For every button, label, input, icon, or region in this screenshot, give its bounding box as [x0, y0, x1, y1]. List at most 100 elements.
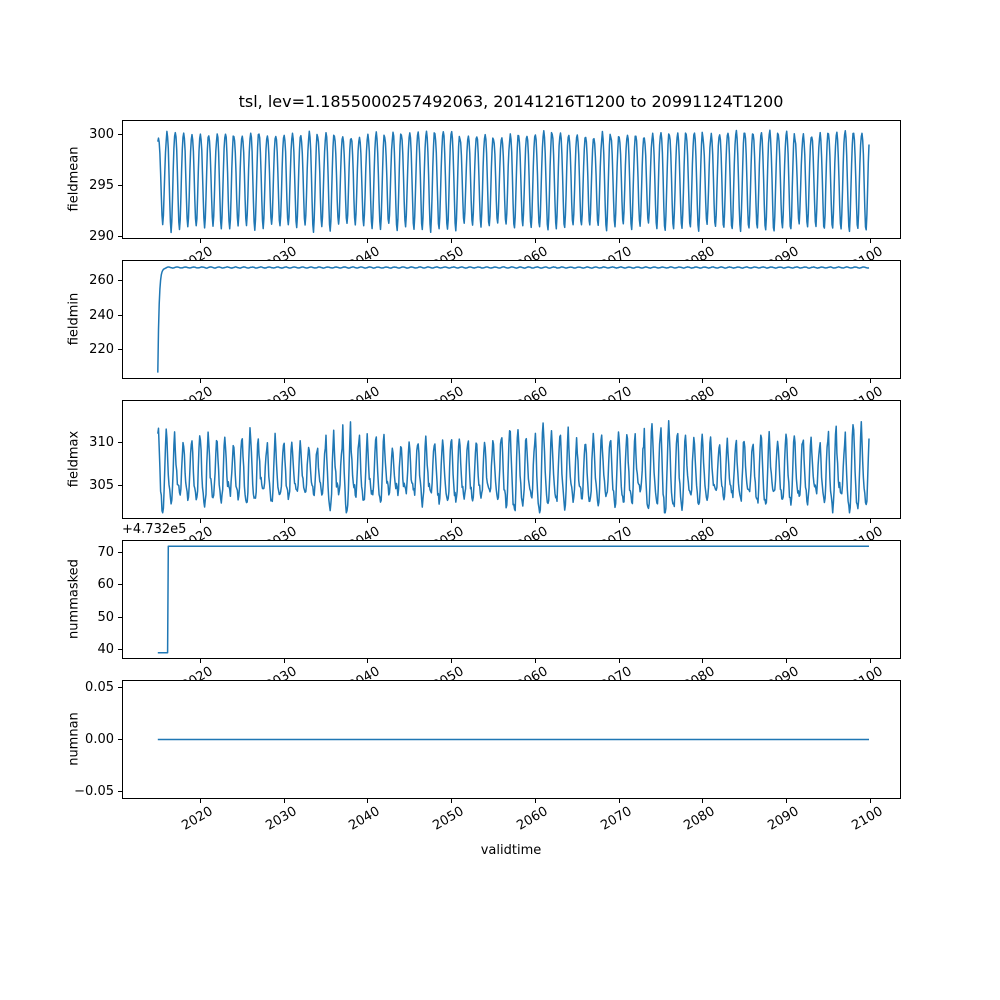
x-tick: [451, 659, 453, 663]
x-tick-label: 2030: [263, 244, 300, 260]
line-plot-nummasked: [157, 545, 870, 654]
x-tick: [534, 659, 536, 663]
y-tick-label: 50: [97, 609, 114, 625]
x-tick: [283, 379, 285, 383]
y-tick: [118, 739, 122, 740]
x-tick: [283, 239, 285, 243]
y-tick-label: 70: [97, 545, 114, 561]
x-tick: [534, 239, 536, 243]
x-tick-row: 2020 2030 2040 2050 2060 2070 2080 2090 2100: [122, 239, 942, 260]
x-tick-label: 2020: [179, 524, 216, 540]
y-tick-label: 305: [89, 478, 114, 494]
x-tick-label: 2070: [598, 524, 635, 540]
y-tick-label: 295: [89, 178, 114, 194]
x-tick: [200, 239, 202, 243]
x-tick: [786, 659, 788, 663]
x-tick-label: 2100: [849, 524, 886, 540]
x-tick: [869, 659, 871, 663]
x-tick-label: 2050: [430, 244, 467, 260]
axes-numnan: [122, 680, 901, 799]
axes-fieldmax: [122, 400, 901, 519]
y-axis-offset-text: +4.732e5: [122, 522, 187, 537]
y-tick-label: 60: [97, 577, 114, 593]
line-plot-fieldmin: [157, 266, 870, 373]
x-tick: [367, 239, 369, 243]
x-tick: [869, 799, 871, 803]
x-tick: [200, 519, 202, 523]
x-tick: [534, 799, 536, 803]
x-tick-label: 2100: [849, 664, 886, 680]
y-tick-label: 300: [89, 126, 114, 142]
x-tick-label: 2020: [179, 804, 216, 834]
y-tick: [118, 349, 122, 351]
y-tick: [118, 485, 122, 487]
x-tick-label: 2090: [765, 384, 802, 400]
x-tick: [618, 799, 620, 803]
x-tick: [200, 799, 202, 803]
x-tick-label: 2040: [346, 244, 383, 260]
x-tick: [786, 379, 788, 383]
x-tick: [869, 379, 871, 383]
y-tick: [118, 442, 122, 444]
series-line-fieldmean: [157, 129, 870, 234]
x-tick: [702, 659, 704, 663]
x-tick-label: 2020: [179, 244, 216, 260]
axes-fieldmean: [122, 120, 901, 239]
y-tick: [118, 552, 122, 554]
y-tick-label: 40: [97, 641, 114, 657]
x-tick-label: 2060: [514, 384, 551, 400]
x-tick: [869, 519, 871, 523]
x-tick-label: 2040: [346, 384, 383, 400]
x-tick: [367, 799, 369, 803]
x-tick: [367, 659, 369, 663]
x-axis-label: validtime: [480, 843, 542, 858]
x-tick-label: 2060: [514, 244, 551, 260]
x-tick: [367, 519, 369, 523]
x-tick: [618, 519, 620, 523]
x-tick-label: 2050: [430, 664, 467, 680]
x-tick-row: 2020 2030 2040 2050 2060 2070 2080 2090 2100: [122, 659, 942, 680]
x-tick: [367, 379, 369, 383]
x-tick: [200, 659, 202, 663]
y-tick: [118, 791, 122, 793]
y-tick: [118, 314, 122, 316]
x-tick-label: 2100: [849, 804, 886, 834]
x-tick-label: 2080: [681, 384, 718, 400]
x-tick-label: 2060: [514, 524, 551, 540]
x-tick-label: 2030: [263, 384, 300, 400]
y-tick-label: 0.00: [85, 732, 114, 747]
y-tick: [118, 584, 122, 586]
x-tick-label: 2040: [346, 524, 383, 540]
y-tick-label: 220: [89, 342, 114, 358]
x-tick: [451, 239, 453, 243]
series-line-fieldmax: [157, 420, 870, 514]
y-tick-label: −0.05: [74, 784, 114, 800]
x-tick-label: 2090: [765, 804, 802, 834]
x-tick: [618, 379, 620, 383]
x-tick: [618, 659, 620, 663]
x-tick-label: 2080: [681, 524, 718, 540]
y-axis-label-nummasked: nummasked: [66, 559, 82, 639]
x-tick-label: 2050: [430, 524, 467, 540]
x-tick-label: 2080: [681, 244, 718, 260]
line-plot-numnan: [157, 738, 870, 741]
x-tick-row: 2020 2030 2040 2050 2060 2070 2080 2090 2100: [122, 799, 942, 869]
y-tick: [118, 236, 122, 238]
y-tick-label: 240: [89, 307, 114, 323]
x-tick: [283, 799, 285, 803]
x-tick: [702, 379, 704, 383]
x-tick-label: 2050: [430, 384, 467, 400]
x-tick-label: 2080: [681, 664, 718, 680]
x-tick: [283, 519, 285, 523]
y-tick-label: 310: [89, 435, 114, 451]
x-tick-label: 2070: [598, 804, 635, 834]
x-tick: [618, 239, 620, 243]
series-line-nummasked: [157, 545, 870, 654]
chart-title: tsl, lev=1.1855000257492063, 20141216T12…: [238, 92, 784, 111]
x-tick: [200, 379, 202, 383]
x-tick: [451, 799, 453, 803]
x-tick: [283, 659, 285, 663]
x-tick-label: 2020: [179, 664, 216, 680]
x-tick-label: 2100: [849, 384, 886, 400]
